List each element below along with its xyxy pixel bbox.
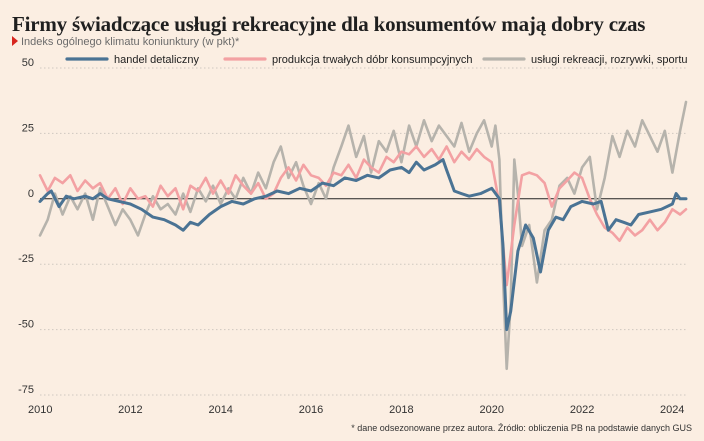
x-tick-label: 2018 (389, 404, 413, 416)
x-tick-label: 2010 (28, 404, 52, 416)
x-tick-label: 2024 (660, 404, 684, 416)
legend-label: usługi rekreacji, rozrywki, sportu (531, 54, 688, 66)
x-tick-label: 2016 (299, 404, 323, 416)
x-tick-label: 2012 (118, 404, 142, 416)
chart-title: Firmy świadczące usługi rekreacyjne dla … (12, 12, 646, 36)
footnote-source: * dane odsezonowane przez autora. Źródło… (351, 423, 692, 433)
legend-label: produkcja trwałych dóbr konsumpcyjnych (272, 54, 473, 66)
y-tick-label: -75 (18, 384, 34, 396)
x-axis-ticks: 2010 2012 2014 2016 2018 2020 2022 2024 (28, 404, 684, 416)
x-tick-label: 2014 (208, 404, 232, 416)
x-tick-label: 2020 (480, 404, 504, 416)
y-tick-label: -25 (18, 253, 34, 265)
legend-label: handel detaliczny (114, 54, 200, 66)
subtitle-text: Indeks ogólnego klimatu koniunktury (w p… (21, 36, 240, 48)
y-axis-ticks: 50 25 0 -25 -50 -75 (18, 57, 34, 396)
y-tick-label: 50 (22, 57, 34, 69)
series-lines (38, 100, 688, 371)
y-tick-label: 0 (28, 188, 34, 200)
series-line-0 (38, 158, 688, 332)
chart-legend: handel detaliczny produkcja trwałych dóbr… (65, 54, 688, 66)
chart-subtitle: Indeks ogólnego klimatu koniunktury (w p… (12, 36, 239, 48)
y-tick-label: 25 (22, 122, 34, 134)
series-line-1 (38, 145, 688, 287)
y-tick-label: -50 (18, 319, 34, 331)
x-tick-label: 2022 (570, 404, 594, 416)
red-triangle-icon (12, 36, 18, 46)
series-line-2 (38, 100, 688, 371)
